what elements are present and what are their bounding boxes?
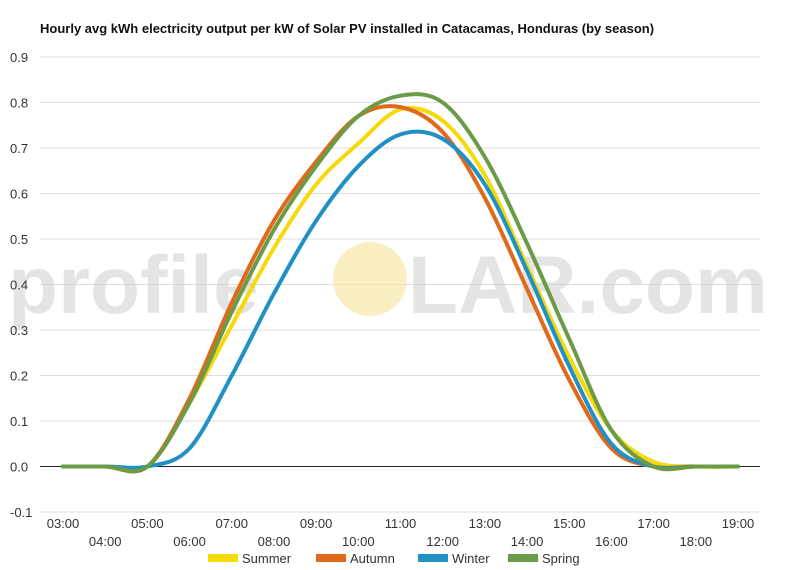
y-tick-label: 0.0 <box>10 460 28 475</box>
y-tick-label: -0.1 <box>10 505 32 520</box>
x-tick-label: 18:00 <box>680 534 713 549</box>
x-tick-label: 07:00 <box>215 516 248 531</box>
x-tick-label: 14:00 <box>511 534 544 549</box>
legend-swatch-summer <box>208 554 238 562</box>
series-line-spring <box>61 92 740 474</box>
watermark-sun-icon <box>333 242 407 316</box>
x-tick-label: 08:00 <box>258 534 291 549</box>
legend-label-winter: Winter <box>452 551 490 566</box>
y-tick-label: 0.5 <box>10 232 28 247</box>
y-tick-label: 0.1 <box>10 414 28 429</box>
series-line-winter <box>61 129 740 471</box>
y-axis-ticks: -0.1 0.0 0.1 0.2 0.3 0.4 0.5 0.6 0.7 0.8 0.9 <box>10 50 32 520</box>
y-tick-label: 0.2 <box>10 369 28 384</box>
y-tick-label: 0.8 <box>10 96 28 111</box>
x-tick-label: 11:00 <box>385 516 417 531</box>
chart-title: Hourly avg kWh electricity output per kW… <box>40 21 654 36</box>
legend-swatch-autumn <box>316 554 346 562</box>
x-tick-label: 05:00 <box>131 516 164 531</box>
x-tick-label: 19:00 <box>722 516 755 531</box>
x-tick-label: 04:00 <box>89 534 122 549</box>
x-tick-label: 17:00 <box>637 516 670 531</box>
x-tick-label: 06:00 <box>173 534 206 549</box>
x-tick-label: 10:00 <box>342 534 375 549</box>
x-tick-label: 13:00 <box>469 516 502 531</box>
x-axis-ticks: 03:00 04:00 05:00 06:00 07:00 08:00 09:00 10:00… <box>47 516 755 549</box>
y-tick-label: 0.3 <box>10 323 28 338</box>
x-tick-label: 15:00 <box>553 516 586 531</box>
legend-label-summer: Summer <box>242 551 292 566</box>
y-tick-label: 0.7 <box>10 141 28 156</box>
series-lines <box>61 92 740 474</box>
watermark-text-left: profile <box>8 240 259 331</box>
legend-swatch-winter <box>418 554 448 562</box>
x-tick-label: 12:00 <box>426 534 459 549</box>
x-tick-label: 03:00 <box>47 516 80 531</box>
x-tick-label: 09:00 <box>300 516 333 531</box>
legend-label-spring: Spring <box>542 551 580 566</box>
legend: Summer Autumn Winter Spring <box>208 551 580 566</box>
legend-label-autumn: Autumn <box>350 551 395 566</box>
x-tick-label: 16:00 <box>595 534 628 549</box>
watermark-text-right: LAR.com <box>408 240 768 331</box>
y-tick-label: 0.4 <box>10 278 28 293</box>
y-tick-label: 0.9 <box>10 50 28 65</box>
watermark: profile LAR.com <box>8 240 768 331</box>
legend-swatch-spring <box>508 554 538 562</box>
y-tick-label: 0.6 <box>10 187 28 202</box>
